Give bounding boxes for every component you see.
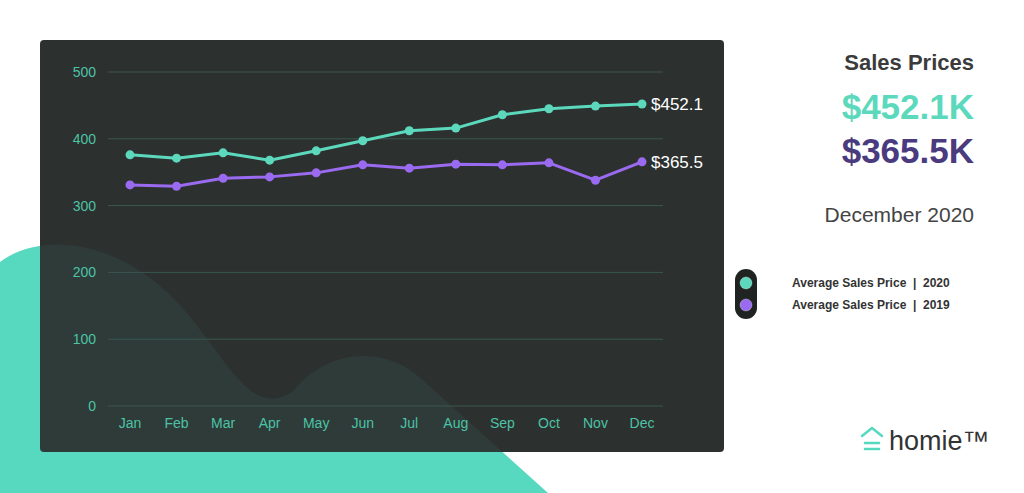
grid-line (108, 138, 663, 139)
logo-base (865, 443, 879, 449)
series-point (126, 180, 135, 189)
panel-blob-shadow (40, 244, 548, 452)
series-point (638, 157, 647, 166)
x-tick-label: Jan (119, 415, 142, 431)
series-line (130, 162, 642, 186)
legend-pill (735, 269, 757, 319)
x-tick-label: Sep (490, 415, 515, 431)
series-point (638, 99, 647, 108)
x-tick-label: May (303, 415, 329, 431)
grid-line (108, 272, 663, 273)
series-point (544, 104, 553, 113)
legend-swatch (740, 277, 752, 289)
data-label: $365.5 (651, 153, 703, 172)
series-point (358, 136, 367, 145)
x-tick-label: Oct (538, 415, 560, 431)
series-point (219, 174, 228, 183)
x-tick-label: Feb (164, 415, 188, 431)
grid (108, 72, 663, 406)
x-tick-label: Nov (583, 415, 608, 431)
headline-value: $365.5K (842, 131, 974, 170)
x-tick-label: Mar (211, 415, 235, 431)
y-tick-label: 400 (73, 131, 97, 147)
x-tick-label: Dec (630, 415, 655, 431)
series-point (265, 156, 274, 165)
series-point (126, 150, 135, 159)
grid-line (108, 72, 663, 73)
x-tick-label: Jun (351, 415, 374, 431)
legend-label: Average Sales Price | 2019 (792, 298, 950, 312)
grid-line (108, 406, 663, 407)
legend-swatch (740, 299, 752, 311)
series-point (312, 168, 321, 177)
logo: homie™ (862, 426, 990, 456)
grid-line (108, 205, 663, 206)
y-tick-label: 500 (73, 64, 97, 80)
series-point (498, 110, 507, 119)
y-tick-label: 0 (88, 398, 96, 414)
series-point (265, 172, 274, 181)
legend: Average Sales Price | 2020 Average Sales … (735, 269, 950, 319)
series-point (451, 160, 460, 169)
series-point (172, 154, 181, 163)
chart-root: 0 100 200 300 400 500 Jan Feb Mar Apr May Jun Jul Aug… (0, 0, 1024, 493)
data-group (126, 99, 647, 190)
series-point (312, 146, 321, 155)
logo-roof (862, 428, 882, 436)
series-point (591, 176, 600, 185)
legend-label: Average Sales Price | 2020 (792, 276, 950, 290)
x-tick-label: Apr (259, 415, 281, 431)
series-point (219, 148, 228, 157)
series-point (358, 160, 367, 169)
data-labels: $452.1 $365.5 (651, 95, 703, 172)
series-point (544, 158, 553, 167)
series-line (130, 104, 642, 160)
subtitle: December 2020 (825, 203, 974, 226)
grid-line (108, 339, 663, 340)
series-point (591, 102, 600, 111)
x-tick-label: Jul (400, 415, 418, 431)
x-tick-label: Aug (443, 415, 468, 431)
y-tick-label: 100 (73, 331, 97, 347)
series-point (498, 160, 507, 169)
series-point (405, 126, 414, 135)
headline-value: $452.1K (842, 87, 974, 126)
series-point (172, 182, 181, 191)
title: Sales Prices (844, 50, 974, 75)
series-point (451, 124, 460, 133)
y-tick-label: 200 (73, 264, 97, 280)
data-label: $452.1 (651, 95, 703, 114)
y-tick-label: 300 (73, 198, 97, 214)
logo-text: homie™ (889, 426, 990, 456)
series-point (405, 164, 414, 173)
